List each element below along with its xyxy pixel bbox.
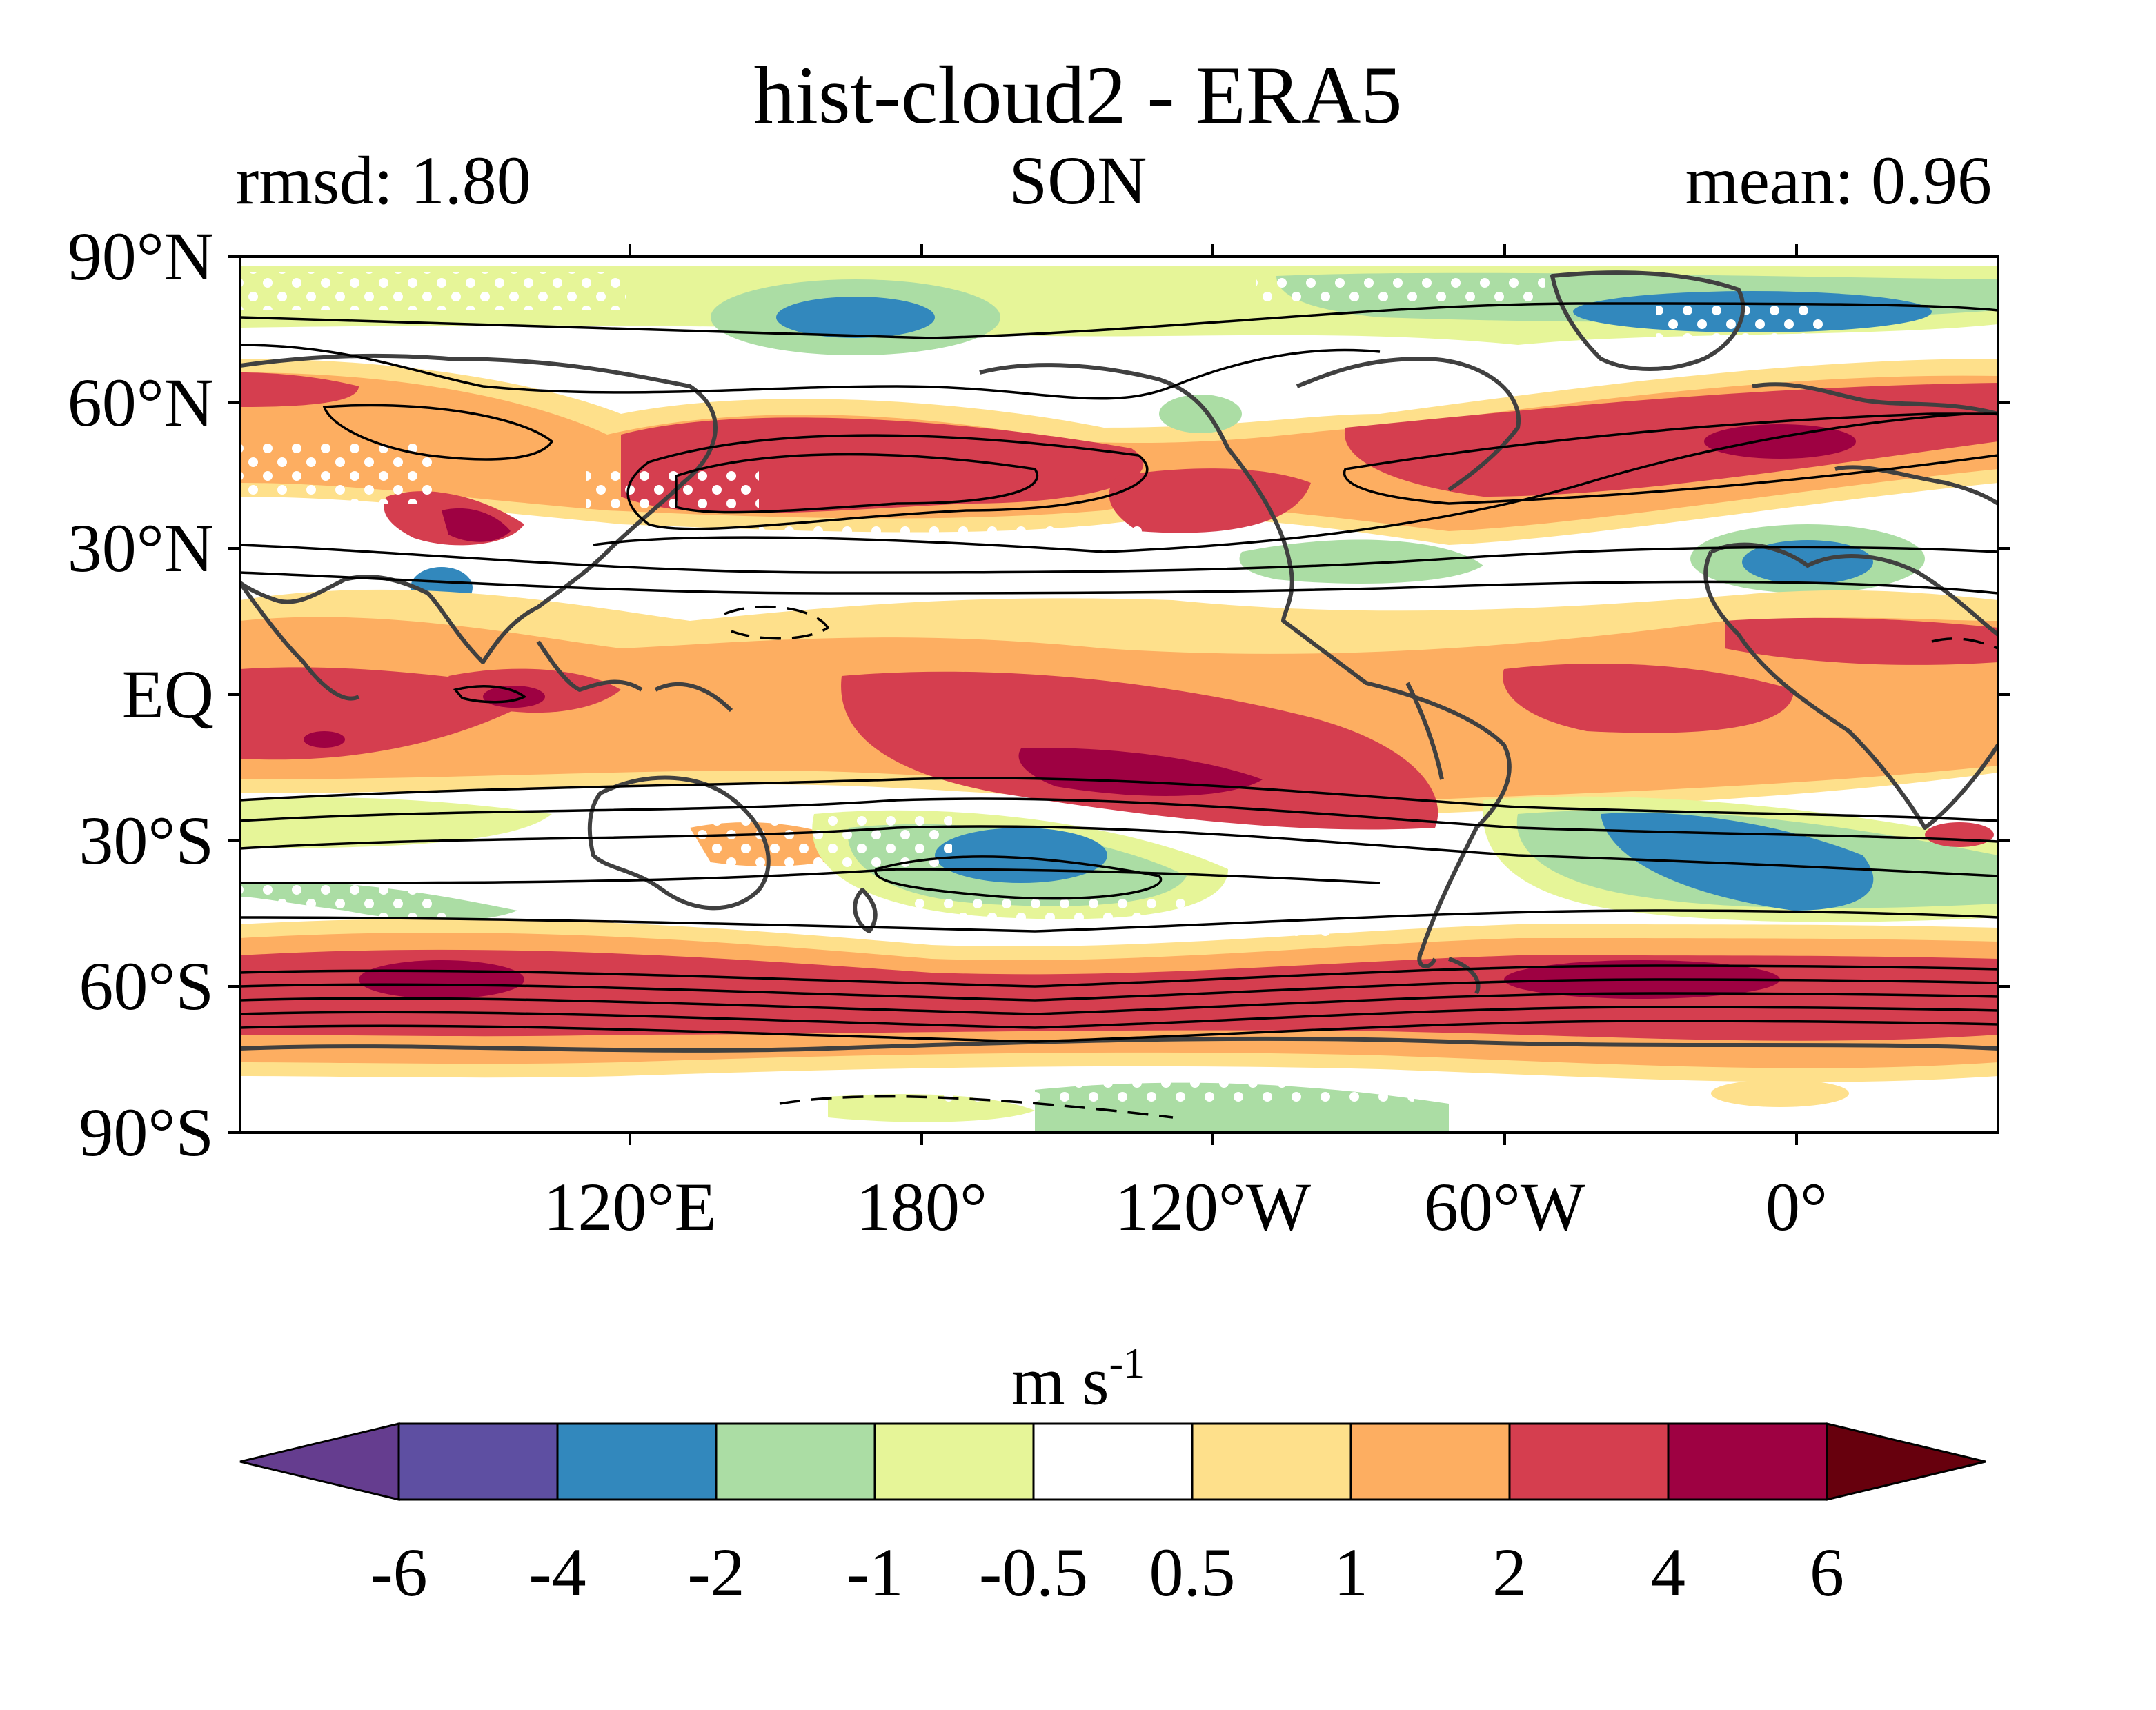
colorbar-tick: 4 [1651, 1534, 1685, 1611]
colorbar-tick: -1 [846, 1534, 904, 1611]
lat-label-60s: 60°S [79, 948, 214, 1024]
plot-title: hist-cloud2 - ERA5 [753, 49, 1403, 141]
colorbar-extend-low [239, 1422, 400, 1501]
lat-label-30s: 30°S [79, 802, 214, 879]
colorbar-bin [1508, 1422, 1670, 1501]
lat-label-60n: 60°N [67, 364, 214, 441]
colorbar-tick: -6 [370, 1534, 428, 1611]
mean-stat: mean: 0.96 [1685, 142, 1992, 219]
lon-label-120e: 120°E [543, 1169, 717, 1245]
colorbar [239, 1422, 1986, 1501]
axis-ticks [228, 244, 2010, 1145]
colorbar-tick: -0.5 [978, 1534, 1089, 1611]
colorbar-bin [715, 1422, 876, 1501]
lat-label-eq: EQ [121, 656, 214, 733]
rmsd-stat: rmsd: 1.80 [236, 142, 531, 219]
lon-label-0: 0° [1766, 1169, 1828, 1245]
lat-label-90n: 90°N [67, 218, 214, 295]
lat-label-30n: 30°N [67, 510, 214, 586]
colorbar-tick: 0.5 [1149, 1534, 1236, 1611]
climatology-contours [240, 302, 1998, 1119]
lat-label-90s: 90°S [79, 1094, 214, 1171]
season-label: SON [1009, 142, 1147, 219]
colorbar-tick: 1 [1334, 1534, 1368, 1611]
colorbar-tick: -2 [687, 1534, 745, 1611]
colorbar-tick: -4 [528, 1534, 586, 1611]
colorbar-bin [1349, 1422, 1511, 1501]
colorbar-tick: 6 [1810, 1534, 1844, 1611]
colorbar-bin [1032, 1422, 1194, 1501]
colorbar-bin [556, 1422, 718, 1501]
lon-label-60w: 60°W [1423, 1169, 1586, 1245]
lon-label-180: 180° [856, 1169, 987, 1245]
colorbar-bin [873, 1422, 1035, 1501]
lon-label-120w: 120°W [1114, 1169, 1312, 1245]
colorbar-units: m s-1 [1011, 1340, 1145, 1420]
map-field [240, 257, 1998, 1133]
colorbar-bin [1667, 1422, 1828, 1501]
colorbar-tick: 2 [1492, 1534, 1527, 1611]
colorbar-bin [1191, 1422, 1352, 1501]
colorbar-extend-high [1826, 1422, 1986, 1501]
colorbar-bin [397, 1422, 559, 1501]
